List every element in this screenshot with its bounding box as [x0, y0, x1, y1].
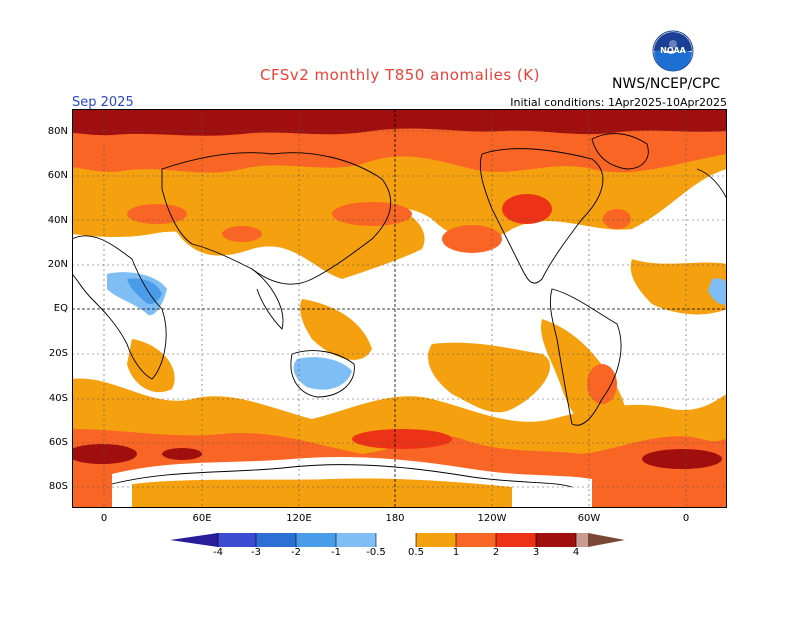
anomaly-region: [352, 429, 452, 449]
anomaly-region: [428, 342, 551, 413]
anomaly-region: [293, 357, 352, 390]
anomaly-region: [502, 194, 552, 224]
legend-swatch-neutral: [376, 533, 416, 547]
lon-label: 0: [682, 513, 690, 524]
legend-label: -0.5: [366, 547, 386, 558]
lat-label: 20S: [48, 348, 68, 359]
anomaly-region: [603, 209, 631, 229]
lat-label: 80N: [47, 126, 68, 137]
agency-label: NWS/NCEP/CPC: [612, 76, 721, 92]
legend-label: -4: [213, 547, 223, 558]
anomaly-region: [72, 444, 137, 464]
anomaly-region: [642, 449, 722, 469]
lat-label: 60S: [48, 437, 68, 448]
lon-label: 0: [100, 513, 108, 524]
legend-swatch-pos05: [416, 533, 456, 547]
forecast-month: Sep 2025: [72, 95, 134, 110]
anomaly-region: [92, 169, 425, 279]
graticule: [72, 109, 727, 508]
noaa-logo-icon: NOAA: [652, 30, 694, 72]
lat-label: 60N: [47, 170, 68, 181]
legend-label: -3: [251, 547, 261, 558]
anomaly-region: [300, 299, 372, 360]
anomaly-region: [708, 278, 727, 305]
anomaly-region: [630, 259, 727, 315]
anomaly-region: [127, 339, 175, 393]
lat-label: 80S: [48, 481, 68, 492]
legend-swatch-pos3: [536, 533, 576, 547]
lon-label: 120W: [477, 513, 507, 524]
anomaly-region: [222, 226, 262, 242]
map-frame: [72, 109, 727, 508]
legend-label: -2: [291, 547, 301, 558]
logo-text: NOAA: [660, 46, 686, 55]
legend-swatch-neg05: [336, 533, 376, 547]
legend-swatch-pos4: [576, 533, 588, 547]
legend-swatch-neg4: [170, 533, 218, 547]
color-legend-bar: [170, 533, 625, 547]
lat-label: 40S: [48, 393, 68, 404]
legend-swatch-pos2: [496, 533, 536, 547]
lon-label: 180: [385, 513, 405, 524]
lat-label: 40N: [47, 215, 68, 226]
legend-label: 1: [452, 547, 460, 558]
legend-label: 3: [532, 547, 540, 558]
legend-swatch-pos5: [588, 533, 625, 547]
anomaly-region: [127, 278, 162, 305]
legend-label: 2: [492, 547, 500, 558]
initial-conditions: Initial conditions: 1Apr2025-10Apr2025: [510, 96, 727, 109]
lat-label: 20N: [47, 259, 68, 270]
legend-swatch-neg1: [296, 533, 336, 547]
legend-swatch-neg2: [256, 533, 296, 547]
legend-label: 4: [572, 547, 580, 558]
legend-swatch-neg3: [218, 533, 256, 547]
anomaly-region: [162, 448, 202, 460]
legend-label: 0.5: [408, 547, 424, 558]
anomaly-map: [72, 109, 727, 508]
map-title: CFSv2 monthly T850 anomalies (K): [260, 66, 540, 84]
lon-label: 60W: [577, 513, 601, 524]
lon-label: 120E: [286, 513, 312, 524]
anomaly-region: [587, 364, 617, 404]
anomaly-region: [442, 225, 502, 253]
legend-label: -1: [331, 547, 341, 558]
anomaly-region: [132, 478, 512, 508]
lon-label: 60E: [192, 513, 212, 524]
anomaly-region: [332, 202, 412, 226]
anomaly-region: [127, 204, 187, 224]
legend-swatch-pos1: [456, 533, 496, 547]
anomaly-region: [72, 109, 727, 136]
lat-label: EQ: [53, 303, 68, 314]
